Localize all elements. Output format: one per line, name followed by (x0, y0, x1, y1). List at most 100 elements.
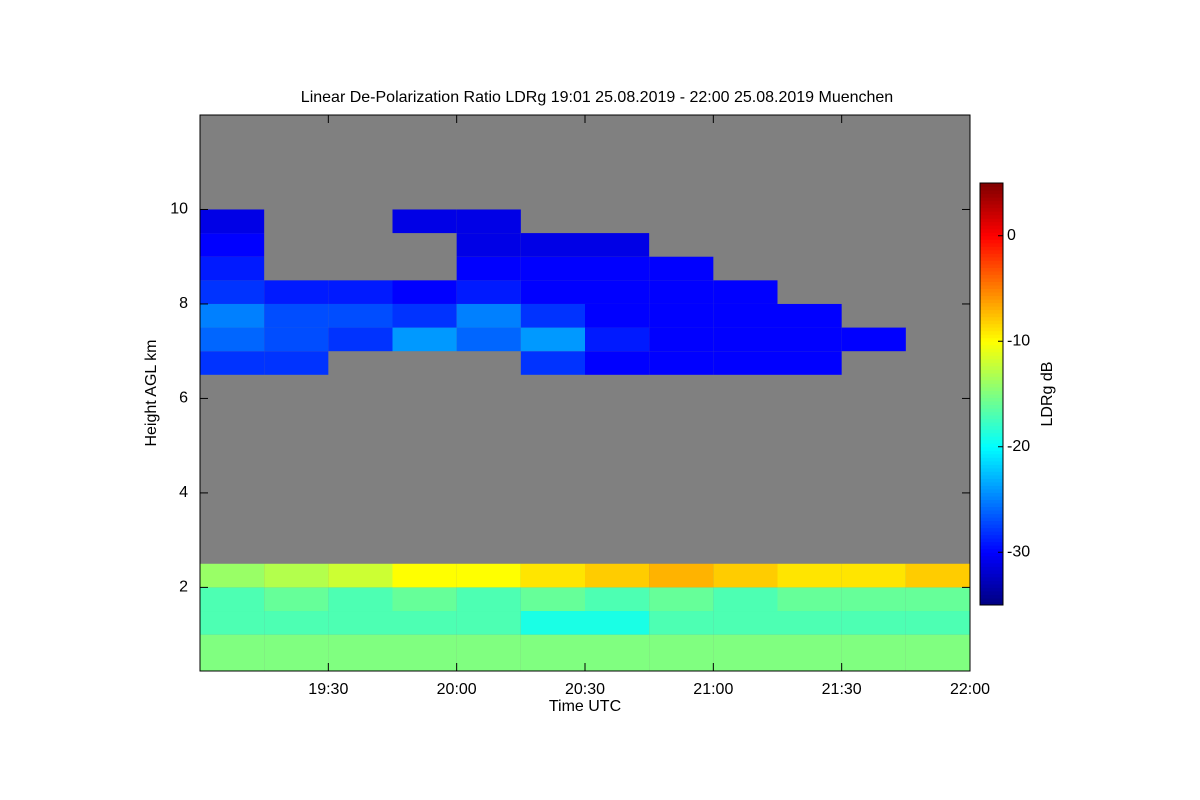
heatmap-cell (392, 611, 457, 635)
colorbar-swatch (980, 309, 1003, 314)
colorbar-swatch (980, 552, 1003, 557)
colorbar-swatch (980, 263, 1003, 268)
heatmap-cell (200, 256, 265, 281)
colorbar-swatch (980, 418, 1003, 423)
colorbar-swatch (980, 443, 1003, 448)
heatmap-cell (456, 303, 521, 328)
colorbar-swatch (980, 260, 1003, 265)
heatmap-cell (264, 303, 329, 328)
colorbar-swatch (980, 499, 1003, 504)
colorbar-swatch (980, 474, 1003, 479)
colorbar-swatch (980, 517, 1003, 522)
colorbar-swatch (980, 228, 1003, 233)
colorbar-swatch (980, 295, 1003, 300)
colorbar-swatch (980, 316, 1003, 321)
heatmap-cell (777, 303, 842, 328)
colorbar-swatch (980, 485, 1003, 490)
colorbar-swatch (980, 527, 1003, 532)
colorbar-swatch (980, 492, 1003, 497)
heatmap-cell (392, 563, 457, 588)
colorbar-swatch (980, 562, 1003, 567)
colorbar-swatch (980, 569, 1003, 574)
colorbar-swatch (980, 503, 1003, 508)
colorbar-swatch (980, 559, 1003, 564)
heatmap-cell (200, 209, 265, 234)
heatmap-cell (520, 280, 585, 304)
colorbar-swatch (980, 587, 1003, 592)
colorbar-swatch (980, 576, 1003, 581)
colorbar-swatch (980, 306, 1003, 311)
colorbar-swatch (980, 422, 1003, 427)
heatmap-cell (520, 327, 585, 352)
heatmap-cell (585, 233, 650, 257)
colorbar-swatch (980, 358, 1003, 363)
colorbar-swatch (980, 379, 1003, 384)
colorbar-swatch (980, 207, 1003, 212)
x-tick-label: 20:30 (565, 681, 605, 698)
colorbar-swatch (980, 555, 1003, 560)
heatmap-cell (777, 587, 842, 612)
colorbar-swatch (980, 365, 1003, 370)
colorbar-swatch (980, 267, 1003, 272)
heatmap-cell (392, 280, 457, 304)
colorbar-swatch (980, 436, 1003, 441)
heatmap-cell (200, 611, 265, 635)
colorbar-swatch (980, 408, 1003, 413)
colorbar-swatch (980, 274, 1003, 279)
heatmap-cell (264, 327, 329, 352)
heatmap-cell (200, 351, 265, 375)
colorbar-swatch (980, 218, 1003, 223)
y-tick-label: 8 (179, 295, 188, 312)
colorbar-swatch (980, 453, 1003, 458)
colorbar-swatch (980, 429, 1003, 434)
heatmap-cell (585, 611, 650, 635)
heatmap-cell (777, 634, 842, 671)
colorbar-swatch (980, 225, 1003, 230)
heatmap-cell (841, 611, 906, 635)
colorbar-swatch (980, 457, 1003, 462)
heatmap-cell (392, 303, 457, 328)
heatmap-cell (520, 256, 585, 281)
colorbar-swatch (980, 235, 1003, 240)
colorbar-swatch (980, 432, 1003, 437)
colorbar-swatch (980, 246, 1003, 251)
heatmap-cell (585, 256, 650, 281)
colorbar-swatch (980, 330, 1003, 335)
colorbar-swatch (980, 481, 1003, 486)
colorbar-swatch (980, 270, 1003, 275)
heatmap-cell (520, 351, 585, 375)
x-tick-label: 20:00 (437, 681, 477, 698)
colorbar-swatch (980, 524, 1003, 529)
heatmap-cell (392, 587, 457, 612)
heatmap-cell (264, 634, 329, 671)
colorbar-frame (979, 182, 1004, 606)
heatmap-cell (713, 303, 778, 328)
colorbar-swatch (980, 253, 1003, 258)
heatmap-cell (777, 563, 842, 588)
heatmap-cell (841, 327, 906, 352)
heatmap-cell (905, 563, 970, 588)
colorbar-swatch (980, 390, 1003, 395)
chart-title: Linear De-Polarization Ratio LDRg 19:01 … (301, 89, 893, 106)
heatmap-cell (456, 327, 521, 352)
colorbar-swatch (980, 538, 1003, 543)
colorbar-swatch (980, 239, 1003, 244)
heatmap-cell (264, 563, 329, 588)
colorbar-swatch (980, 211, 1003, 216)
colorbar-swatch (980, 415, 1003, 420)
heatmap-cell (713, 280, 778, 304)
colorbar-swatch (980, 425, 1003, 430)
heatmap-cell (585, 351, 650, 375)
colorbar-swatch (980, 573, 1003, 578)
colorbar-swatch (980, 355, 1003, 360)
heatmap-cell (713, 634, 778, 671)
colorbar-swatch (980, 534, 1003, 539)
colorbar-swatch (980, 242, 1003, 247)
colorbar-tick-label: -20 (1007, 438, 1030, 455)
colorbar-swatch (980, 284, 1003, 289)
heatmap-cell (649, 351, 714, 375)
heatmap-cell (649, 611, 714, 635)
colorbar-swatch (980, 327, 1003, 332)
colorbar-swatch (980, 545, 1003, 550)
